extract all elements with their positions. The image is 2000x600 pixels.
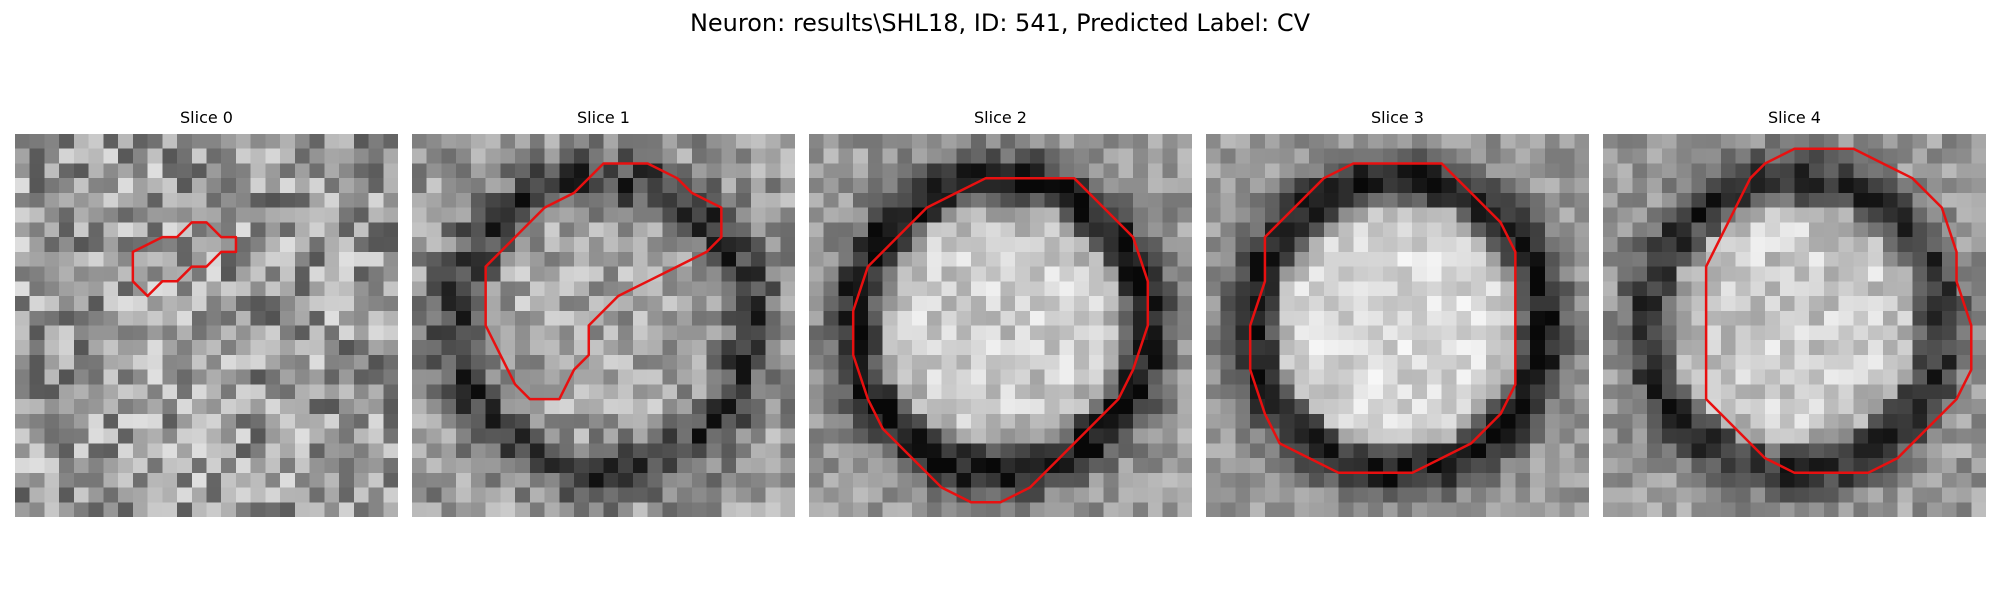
slice-panel-4: Slice 4 (1603, 0, 1986, 520)
slice-image (1206, 134, 1589, 517)
slice-title: Slice 1 (412, 108, 795, 128)
slice-panel-1: Slice 1 (412, 0, 795, 520)
slice-panel-2: Slice 2 (809, 0, 1192, 520)
slice-title: Slice 4 (1603, 108, 1986, 128)
pixel-grid (1206, 134, 1589, 517)
slice-image (809, 134, 1192, 517)
slice-panel-3: Slice 3 (1206, 0, 1589, 520)
pixel-grid (809, 134, 1192, 517)
slice-image (1603, 134, 1986, 517)
slice-panel-0: Slice 0 (15, 0, 398, 520)
slice-image (412, 134, 795, 517)
slice-title: Slice 3 (1206, 108, 1589, 128)
slice-title: Slice 0 (15, 108, 398, 128)
slice-image (15, 134, 398, 517)
pixel-grid (15, 134, 398, 517)
slice-title: Slice 2 (809, 108, 1192, 128)
pixel-grid (412, 134, 795, 517)
pixel-grid (1603, 134, 1986, 517)
